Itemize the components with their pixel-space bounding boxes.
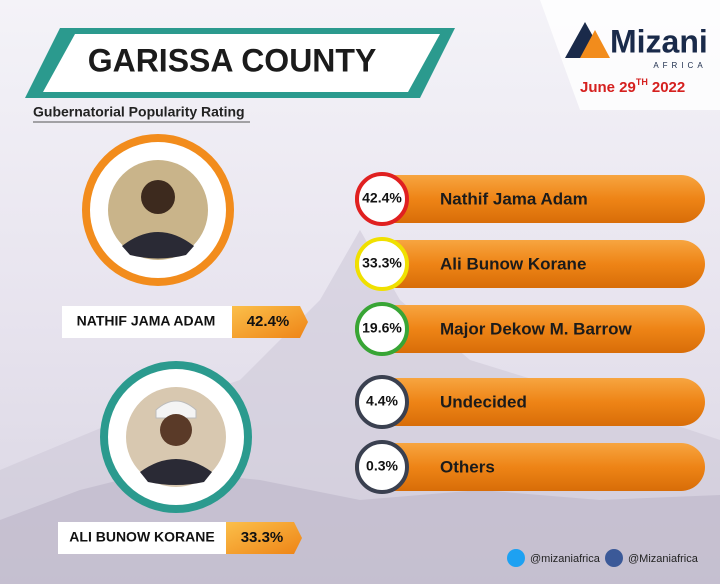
title: GARISSA COUNTY: [88, 42, 377, 78]
rating-row: 4.4% Undecided: [355, 375, 705, 429]
rating-row: 42.4% Nathif Jama Adam: [355, 172, 705, 226]
rating-label: Major Dekow M. Barrow: [440, 319, 633, 338]
banner: [43, 34, 440, 92]
portrait-cap: [155, 400, 197, 419]
rating-label: Undecided: [440, 392, 527, 411]
rating-badge: [355, 375, 409, 429]
rating-badge: [355, 237, 409, 291]
facebook-handle: @Mizaniafrica: [628, 553, 699, 565]
twitter-handle: @mizaniafrica: [530, 553, 601, 565]
date-year: 2022: [652, 79, 685, 96]
rating-label: Ali Bunow Korane: [440, 254, 586, 273]
candidate-rating: 33.3%: [241, 529, 284, 546]
rating-row: 19.6% Major Dekow M. Barrow: [355, 302, 705, 356]
rating-badge: [355, 302, 409, 356]
brand-name: Mizani: [610, 23, 708, 59]
portrait-body: [140, 459, 212, 485]
facebook-icon: [605, 549, 623, 567]
rating-pill: [355, 443, 705, 491]
twitter-icon: [507, 549, 525, 567]
rating-row: 33.3% Ali Bunow Korane: [355, 237, 705, 291]
brand-sub: AFRICA: [653, 61, 706, 70]
candidate-name: ALI BUNOW KORANE: [69, 529, 214, 545]
rating-value: 42.4%: [362, 190, 402, 206]
portrait-head: [160, 414, 192, 446]
rating-label: Nathif Jama Adam: [440, 189, 588, 208]
candidate-tag: [226, 522, 302, 554]
rating-value: 4.4%: [366, 393, 398, 409]
rating-pill: [355, 175, 705, 223]
candidate-label: [62, 306, 232, 338]
rating-value: 0.3%: [366, 458, 398, 474]
portrait-head: [141, 180, 175, 214]
candidate-tag: [232, 306, 308, 338]
candidate-rating: 42.4%: [247, 313, 290, 330]
subtitle: Gubernatorial Popularity Rating: [33, 104, 245, 120]
candidate-name: NATHIF JAMA ADAM: [77, 313, 216, 329]
rating-pill: [355, 240, 705, 288]
date: June 29TH 2022: [580, 77, 685, 96]
rating-value: 19.6%: [362, 320, 402, 336]
date-day: June 29: [580, 79, 636, 96]
rating-row: 0.3% Others: [355, 440, 705, 494]
rating-pill: [355, 305, 705, 353]
rating-badge: [355, 172, 409, 226]
rating-value: 33.3%: [362, 255, 402, 271]
brand-logo-accent: [580, 30, 610, 58]
rating-badge: [355, 440, 409, 494]
rating-label: Others: [440, 457, 495, 476]
date-suffix: TH: [636, 77, 648, 87]
portrait-body: [122, 232, 194, 259]
candidate-label: [58, 522, 226, 554]
rating-pill: [355, 378, 705, 426]
